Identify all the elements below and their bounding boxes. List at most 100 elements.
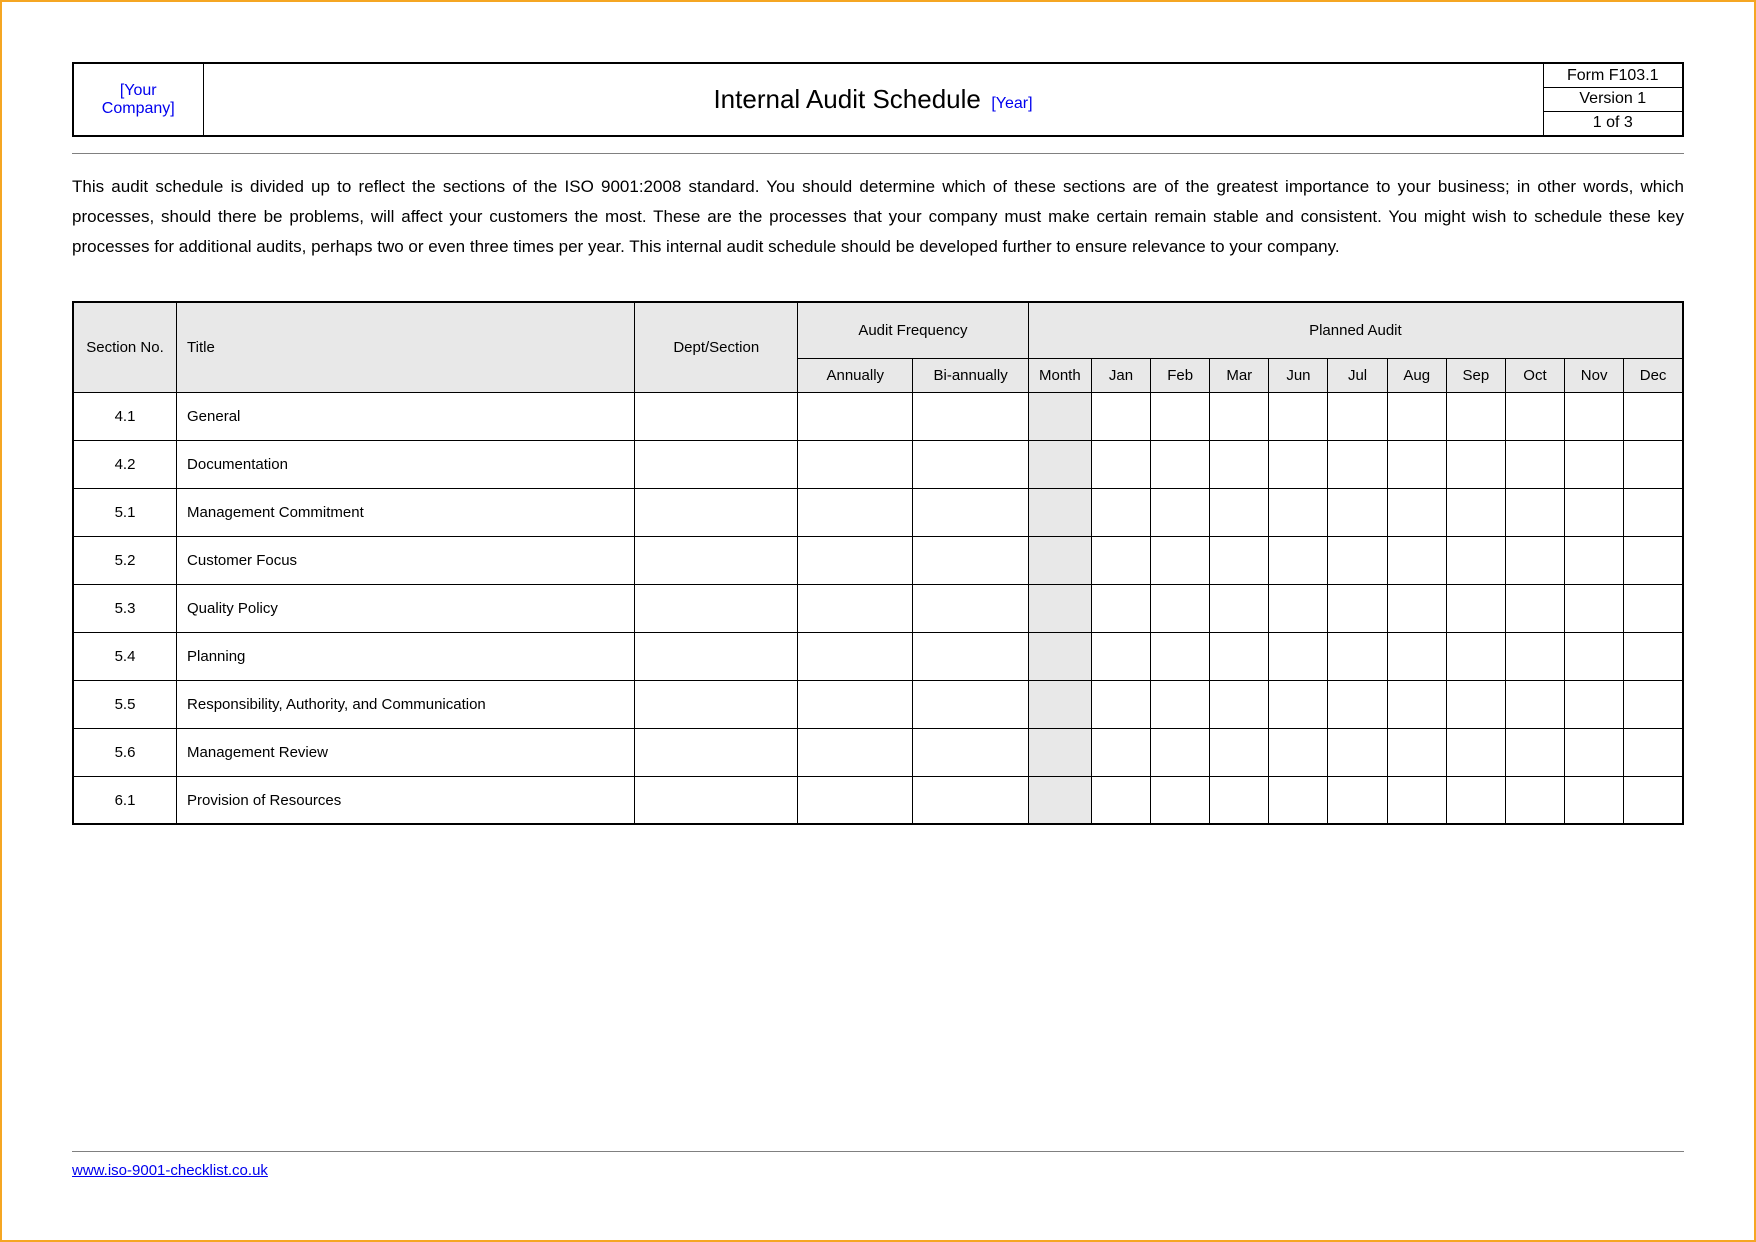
- cell-month-jan: [1091, 776, 1150, 824]
- cell-month-jul: [1328, 584, 1387, 632]
- schedule-tbody: 4.1General4.2Documentation5.1Management …: [73, 392, 1683, 824]
- cell-month-mar: [1210, 488, 1269, 536]
- cell-month-sep: [1446, 776, 1505, 824]
- table-row: 5.4Planning: [73, 632, 1683, 680]
- cell-month-nov: [1565, 440, 1624, 488]
- col-sep: Sep: [1446, 358, 1505, 392]
- cell-title: Management Commitment: [177, 488, 635, 536]
- page-number: 1 of 3: [1543, 111, 1683, 136]
- cell-month-jun: [1269, 776, 1328, 824]
- cell-month-jan: [1091, 728, 1150, 776]
- cell-month-nov: [1565, 536, 1624, 584]
- cell-month-feb: [1151, 536, 1210, 584]
- cell-biannually: [913, 584, 1028, 632]
- cell-month-mar: [1210, 536, 1269, 584]
- header-table: [Your Company] Internal Audit Schedule […: [72, 62, 1684, 137]
- cell-section-no: 5.5: [73, 680, 177, 728]
- table-row: 5.5Responsibility, Authority, and Commun…: [73, 680, 1683, 728]
- cell-section-no: 4.1: [73, 392, 177, 440]
- cell-month: [1028, 680, 1091, 728]
- cell-month-aug: [1387, 632, 1446, 680]
- cell-month-oct: [1505, 536, 1564, 584]
- cell-month-aug: [1387, 440, 1446, 488]
- cell-month-dec: [1624, 776, 1683, 824]
- cell-title: Management Review: [177, 728, 635, 776]
- table-row: 5.1Management Commitment: [73, 488, 1683, 536]
- table-row: 6.1Provision of Resources: [73, 776, 1683, 824]
- cell-month-nov: [1565, 728, 1624, 776]
- cell-biannually: [913, 536, 1028, 584]
- cell-month-jul: [1328, 488, 1387, 536]
- cell-month-aug: [1387, 536, 1446, 584]
- company-placeholder: [Your Company]: [73, 63, 203, 136]
- col-jun: Jun: [1269, 358, 1328, 392]
- cell-annually: [798, 584, 913, 632]
- cell-dept: [635, 632, 798, 680]
- table-row: 4.1General: [73, 392, 1683, 440]
- cell-biannually: [913, 632, 1028, 680]
- cell-section-no: 4.2: [73, 440, 177, 488]
- form-number: Form F103.1: [1543, 63, 1683, 88]
- col-biannually: Bi-annually: [913, 358, 1028, 392]
- cell-title: Customer Focus: [177, 536, 635, 584]
- intro-paragraph: This audit schedule is divided up to ref…: [72, 172, 1684, 261]
- cell-month-mar: [1210, 632, 1269, 680]
- cell-biannually: [913, 440, 1028, 488]
- cell-dept: [635, 776, 798, 824]
- cell-month-nov: [1565, 680, 1624, 728]
- cell-month-feb: [1151, 728, 1210, 776]
- cell-annually: [798, 776, 913, 824]
- cell-month-jul: [1328, 728, 1387, 776]
- col-nov: Nov: [1565, 358, 1624, 392]
- schedule-table: Section No. Title Dept/Section Audit Fre…: [72, 301, 1684, 825]
- cell-annually: [798, 392, 913, 440]
- col-dec: Dec: [1624, 358, 1683, 392]
- cell-title: Quality Policy: [177, 584, 635, 632]
- cell-section-no: 5.4: [73, 632, 177, 680]
- cell-month-dec: [1624, 632, 1683, 680]
- cell-annually: [798, 632, 913, 680]
- cell-month-mar: [1210, 680, 1269, 728]
- col-aug: Aug: [1387, 358, 1446, 392]
- cell-month-dec: [1624, 728, 1683, 776]
- divider: [72, 153, 1684, 154]
- year-placeholder: [Year]: [991, 95, 1032, 112]
- cell-month: [1028, 632, 1091, 680]
- cell-month-jan: [1091, 440, 1150, 488]
- cell-biannually: [913, 680, 1028, 728]
- cell-month-jul: [1328, 536, 1387, 584]
- cell-month: [1028, 440, 1091, 488]
- cell-month-oct: [1505, 584, 1564, 632]
- cell-title: General: [177, 392, 635, 440]
- col-title: Title: [177, 302, 635, 392]
- table-row: 5.3Quality Policy: [73, 584, 1683, 632]
- cell-month-jun: [1269, 488, 1328, 536]
- cell-annually: [798, 488, 913, 536]
- cell-section-no: 5.6: [73, 728, 177, 776]
- footer: www.iso-9001-checklist.co.uk: [72, 1143, 1684, 1180]
- col-jul: Jul: [1328, 358, 1387, 392]
- cell-month-jun: [1269, 392, 1328, 440]
- col-dept: Dept/Section: [635, 302, 798, 392]
- cell-month: [1028, 584, 1091, 632]
- cell-annually: [798, 680, 913, 728]
- footer-link[interactable]: www.iso-9001-checklist.co.uk: [72, 1162, 268, 1179]
- cell-annually: [798, 440, 913, 488]
- cell-month-dec: [1624, 584, 1683, 632]
- cell-month-mar: [1210, 392, 1269, 440]
- cell-month-sep: [1446, 584, 1505, 632]
- cell-month-jul: [1328, 776, 1387, 824]
- cell-month-jul: [1328, 440, 1387, 488]
- cell-month-nov: [1565, 632, 1624, 680]
- cell-month-dec: [1624, 488, 1683, 536]
- cell-month-jan: [1091, 632, 1150, 680]
- cell-month-dec: [1624, 392, 1683, 440]
- cell-month-aug: [1387, 728, 1446, 776]
- cell-month-sep: [1446, 728, 1505, 776]
- table-row: 4.2Documentation: [73, 440, 1683, 488]
- col-month: Month: [1028, 358, 1091, 392]
- cell-month-jan: [1091, 488, 1150, 536]
- cell-month-jun: [1269, 632, 1328, 680]
- col-planned-audit: Planned Audit: [1028, 302, 1683, 358]
- cell-month-jul: [1328, 632, 1387, 680]
